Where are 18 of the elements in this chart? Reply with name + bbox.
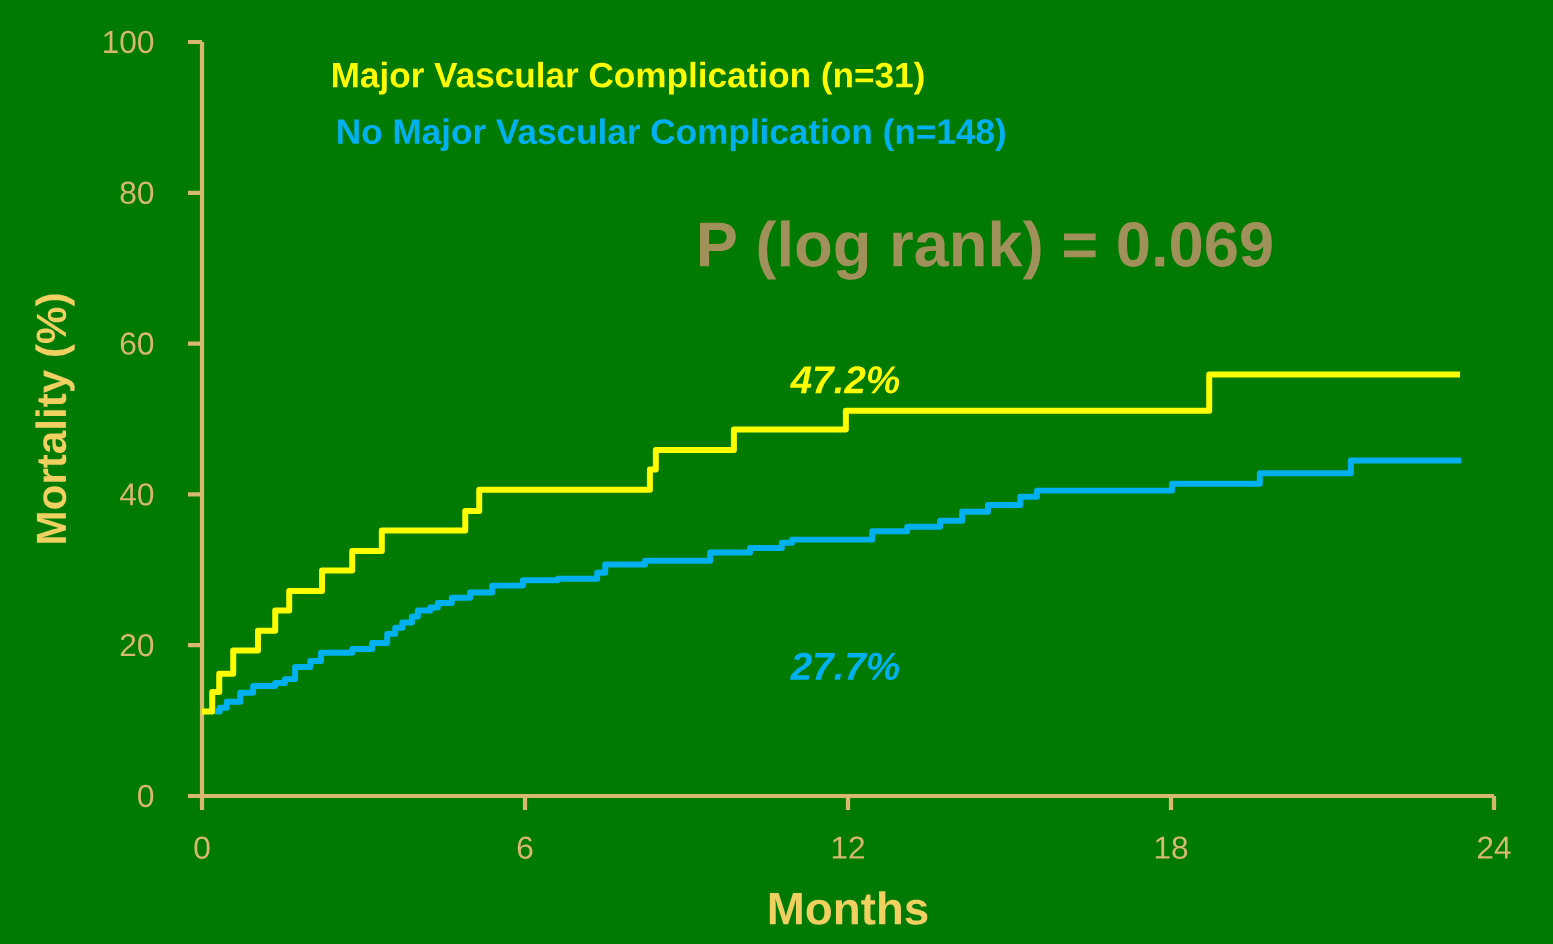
y-tick-label: 40 [119, 483, 154, 506]
y-tick-label: 80 [120, 181, 154, 205]
x-tick-label: 12 [832, 836, 864, 859]
y-tick-label: 100 [104, 30, 154, 54]
y-tick-label: 20 [120, 633, 154, 657]
annotation: 27.7% [790, 652, 900, 680]
text: Major Vascular Complication (n=31) [332, 61, 924, 95]
annotation: P (log rank) = 0.069 [700, 220, 1272, 280]
x-tick-label: 18 [1155, 836, 1188, 859]
annotation: 47.2% [789, 366, 900, 394]
x-tick-label: 24 [1478, 836, 1511, 859]
y-tick-label: 60 [120, 332, 154, 355]
x-tick-label: 6 [517, 836, 533, 859]
x-axis-title: Months [769, 891, 928, 925]
y-tick-label: 0 [138, 784, 154, 808]
y-axis-title: Mortality (%) [35, 294, 75, 543]
text: No Major Vascular Complication (n=148) [338, 118, 1005, 152]
x-tick-label: 0 [194, 836, 210, 859]
